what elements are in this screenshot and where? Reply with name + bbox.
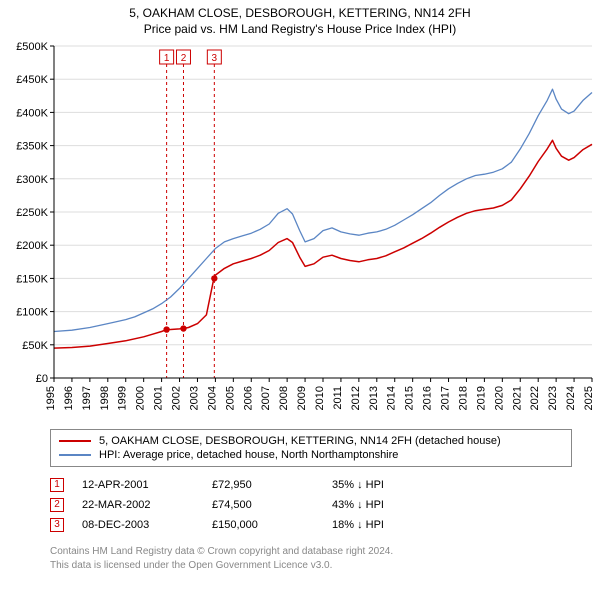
sale-marker-number-box: 2 [50,498,64,512]
sale-marker-price: £150,000 [212,519,332,531]
sale-marker-table: 1 12-APR-2001£72,95035% ↓ HPI 2 22-MAR-2002… [50,475,572,535]
legend-row-property: 5, OAKHAM CLOSE, DESBOROUGH, KETTERING, … [59,434,563,448]
legend: 5, OAKHAM CLOSE, DESBOROUGH, KETTERING, … [50,429,572,467]
svg-text:1999: 1999 [117,386,129,410]
svg-text:£200K: £200K [16,240,48,252]
sale-marker-delta: 43% ↓ HPI [332,499,384,511]
title-sub: Price paid vs. HM Land Registry's House … [10,22,590,36]
svg-text:2002: 2002 [171,386,183,410]
sale-marker-date: 22-MAR-2002 [82,499,212,511]
legend-label-property: 5, OAKHAM CLOSE, DESBOROUGH, KETTERING, … [99,435,501,447]
svg-text:£250K: £250K [16,207,48,219]
svg-text:1997: 1997 [81,386,93,410]
svg-text:£400K: £400K [16,107,48,119]
attribution: Contains HM Land Registry data © Crown c… [50,545,572,572]
svg-text:2001: 2001 [153,386,165,410]
svg-text:2020: 2020 [493,386,505,410]
svg-text:2005: 2005 [224,386,236,410]
svg-text:£50K: £50K [22,340,48,352]
sale-marker-row: 1 12-APR-2001£72,95035% ↓ HPI [50,475,572,495]
chart: 12 3 £0 £50K £100K £150K £200K £250K £300K £350K £… [0,38,600,423]
sale-marker-price: £74,500 [212,499,332,511]
sale-marker-date: 08-DEC-2003 [82,519,212,531]
svg-text:£100K: £100K [16,307,48,319]
svg-text:2015: 2015 [404,386,416,410]
svg-text:£150K: £150K [16,273,48,285]
svg-text:2025: 2025 [583,386,595,410]
svg-text:2012: 2012 [350,386,362,410]
svg-text:2009: 2009 [296,386,308,410]
svg-text:2018: 2018 [457,386,469,410]
svg-text:1995: 1995 [45,386,57,410]
svg-text:2: 2 [181,53,187,64]
sale-marker-number-box: 3 [50,518,64,532]
svg-text:2004: 2004 [206,386,218,410]
attribution-line2: This data is licensed under the Open Gov… [50,559,572,573]
svg-text:2021: 2021 [511,386,523,410]
svg-text:£500K: £500K [16,41,48,53]
svg-text:1: 1 [164,53,170,64]
svg-text:£350K: £350K [16,141,48,153]
legend-row-hpi: HPI: Average price, detached house, Nort… [59,448,563,462]
svg-text:£450K: £450K [16,74,48,86]
page-root: 5, OAKHAM CLOSE, DESBOROUGH, KETTERING, … [0,0,600,572]
title-block: 5, OAKHAM CLOSE, DESBOROUGH, KETTERING, … [0,0,600,38]
chart-svg: 12 3 £0 £50K £100K £150K £200K £250K £300K £350K £… [0,38,600,423]
svg-text:2007: 2007 [260,386,272,410]
svg-text:2011: 2011 [332,386,344,410]
title-main: 5, OAKHAM CLOSE, DESBOROUGH, KETTERING, … [10,6,590,20]
svg-text:2013: 2013 [368,386,380,410]
svg-text:2000: 2000 [135,386,147,410]
svg-text:£0: £0 [36,373,48,385]
sale-marker-delta: 35% ↓ HPI [332,479,384,491]
svg-text:2022: 2022 [529,386,541,410]
svg-text:2024: 2024 [565,386,577,410]
svg-text:2023: 2023 [547,386,559,410]
svg-text:£300K: £300K [16,174,48,186]
sale-marker-number-box: 1 [50,478,64,492]
svg-text:2019: 2019 [475,386,487,410]
svg-text:3: 3 [212,53,218,64]
sale-marker-row: 3 08-DEC-2003£150,00018% ↓ HPI [50,515,572,535]
svg-text:1998: 1998 [99,386,111,410]
legend-swatch-hpi [59,454,91,456]
sale-marker-delta: 18% ↓ HPI [332,519,384,531]
svg-text:2003: 2003 [188,386,200,410]
svg-text:1996: 1996 [63,386,75,410]
sale-marker-price: £72,950 [212,479,332,491]
svg-text:2010: 2010 [314,386,326,410]
svg-text:2006: 2006 [242,386,254,410]
legend-label-hpi: HPI: Average price, detached house, Nort… [99,449,398,461]
svg-text:2014: 2014 [386,386,398,410]
sale-marker-row: 2 22-MAR-2002£74,50043% ↓ HPI [50,495,572,515]
sale-marker-date: 12-APR-2001 [82,479,212,491]
legend-swatch-property [59,440,91,442]
attribution-line1: Contains HM Land Registry data © Crown c… [50,545,572,559]
svg-text:2017: 2017 [440,386,452,410]
svg-text:2008: 2008 [278,386,290,410]
svg-text:2016: 2016 [422,386,434,410]
